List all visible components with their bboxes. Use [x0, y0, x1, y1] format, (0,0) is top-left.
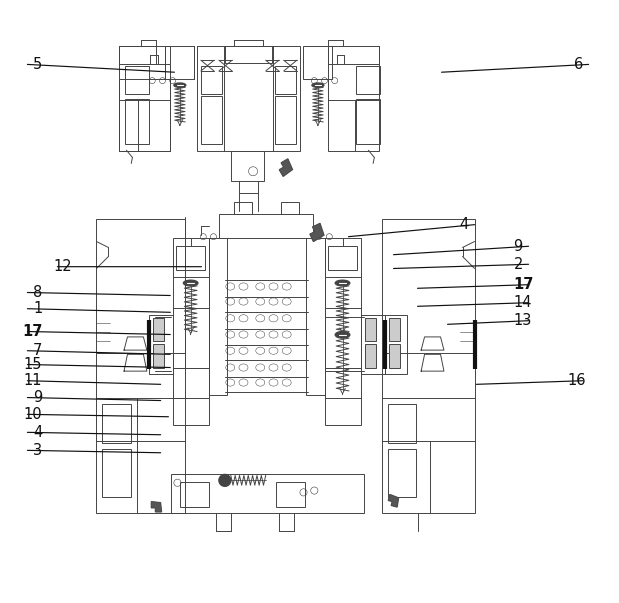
Ellipse shape	[335, 332, 350, 338]
Polygon shape	[152, 502, 162, 512]
Bar	[97, 219, 185, 513]
Ellipse shape	[335, 280, 350, 286]
Bar	[125, 99, 149, 144]
Bar	[389, 344, 399, 367]
Bar	[324, 367, 360, 425]
Bar	[387, 403, 417, 443]
Bar	[149, 315, 173, 373]
Text: 3: 3	[33, 443, 42, 458]
Bar	[209, 238, 227, 394]
Text: 11: 11	[24, 373, 42, 388]
Bar	[384, 315, 407, 373]
Text: 12: 12	[54, 259, 72, 274]
Bar	[306, 238, 324, 394]
Ellipse shape	[219, 475, 231, 486]
Bar	[181, 482, 209, 507]
Bar	[365, 318, 376, 341]
Bar	[201, 66, 222, 95]
Ellipse shape	[183, 280, 198, 286]
Text: 7: 7	[33, 343, 42, 358]
Bar	[303, 46, 332, 80]
Bar	[176, 246, 205, 270]
Text: 5: 5	[33, 57, 42, 72]
Bar	[119, 80, 170, 151]
Bar	[232, 151, 264, 182]
Text: 4: 4	[459, 217, 469, 232]
Text: 16: 16	[568, 373, 586, 388]
Text: 17: 17	[22, 324, 42, 339]
Bar	[327, 46, 379, 151]
Polygon shape	[388, 494, 399, 507]
Bar	[220, 215, 313, 238]
Bar	[154, 318, 164, 341]
Polygon shape	[279, 159, 292, 176]
Text: 2: 2	[514, 257, 523, 272]
Text: 10: 10	[24, 407, 42, 422]
Bar	[171, 474, 363, 513]
Bar	[275, 96, 296, 144]
Bar	[356, 99, 379, 144]
Text: 6: 6	[574, 57, 583, 72]
Bar	[365, 344, 376, 367]
Text: 13: 13	[514, 313, 532, 328]
Text: 17: 17	[514, 277, 534, 292]
Bar	[154, 344, 164, 367]
Bar	[277, 482, 305, 507]
Bar	[165, 46, 194, 80]
Bar	[275, 66, 296, 95]
Bar	[197, 46, 300, 151]
Bar	[173, 367, 209, 425]
Bar	[360, 315, 384, 373]
Ellipse shape	[312, 83, 324, 87]
Bar	[225, 46, 272, 63]
Bar	[102, 449, 131, 497]
Bar	[328, 246, 357, 270]
Text: 1: 1	[33, 302, 42, 316]
Text: 4: 4	[33, 425, 42, 440]
Bar	[125, 66, 149, 95]
Bar	[356, 66, 379, 95]
Bar	[201, 96, 222, 144]
Bar	[102, 403, 131, 443]
Bar	[381, 219, 475, 513]
Ellipse shape	[174, 83, 186, 87]
Text: 9: 9	[514, 239, 523, 254]
Bar	[324, 238, 360, 367]
Text: 9: 9	[33, 390, 42, 405]
Polygon shape	[310, 224, 324, 241]
Bar	[235, 203, 253, 215]
Text: 14: 14	[514, 295, 532, 310]
Bar	[119, 46, 170, 151]
Bar	[281, 203, 300, 215]
Text: 15: 15	[24, 357, 42, 372]
Bar	[173, 238, 209, 367]
Bar	[389, 318, 399, 341]
Text: 8: 8	[33, 285, 42, 300]
Bar	[387, 449, 417, 497]
